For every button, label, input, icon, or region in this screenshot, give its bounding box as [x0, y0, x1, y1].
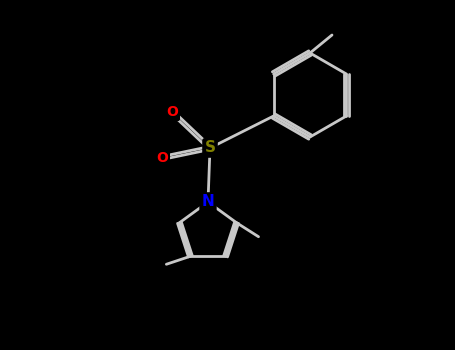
Text: N: N [202, 195, 214, 210]
Text: O: O [166, 105, 178, 119]
Text: O: O [156, 151, 168, 165]
Text: S: S [204, 140, 216, 155]
